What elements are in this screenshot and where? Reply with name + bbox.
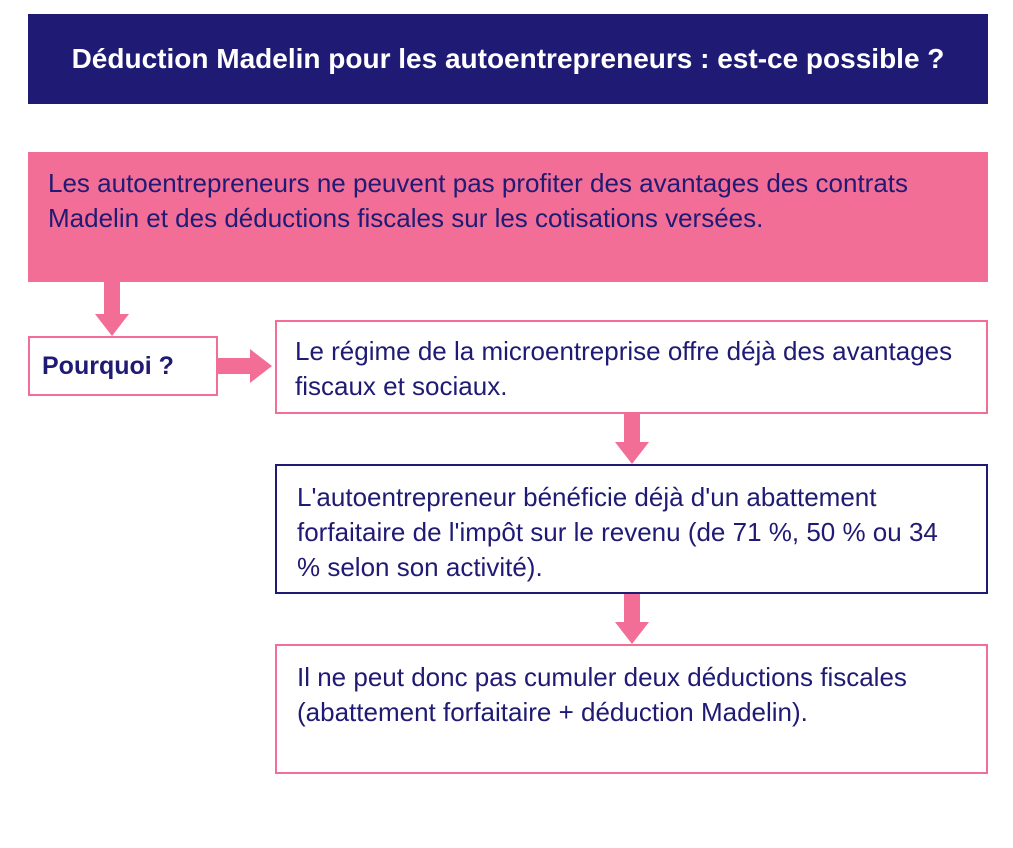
- title-text: Déduction Madelin pour les autoentrepren…: [72, 40, 945, 78]
- pourquoi-box: Pourquoi ?: [28, 336, 218, 396]
- reason-box-1: Le régime de la microentreprise offre dé…: [275, 320, 988, 414]
- intro-box: Les autoentrepreneurs ne peuvent pas pro…: [28, 152, 988, 282]
- title-bar: Déduction Madelin pour les autoentrepren…: [28, 14, 988, 104]
- reason-text-1: Le régime de la microentreprise offre dé…: [295, 336, 952, 401]
- reason-text-3: Il ne peut donc pas cumuler deux déducti…: [297, 662, 907, 727]
- intro-text: Les autoentrepreneurs ne peuvent pas pro…: [48, 168, 908, 233]
- reason-text-2: L'autoentrepreneur bénéficie déjà d'un a…: [297, 482, 938, 582]
- reason-box-2: L'autoentrepreneur bénéficie déjà d'un a…: [275, 464, 988, 594]
- reason-box-3: Il ne peut donc pas cumuler deux déducti…: [275, 644, 988, 774]
- pourquoi-label: Pourquoi ?: [42, 352, 174, 381]
